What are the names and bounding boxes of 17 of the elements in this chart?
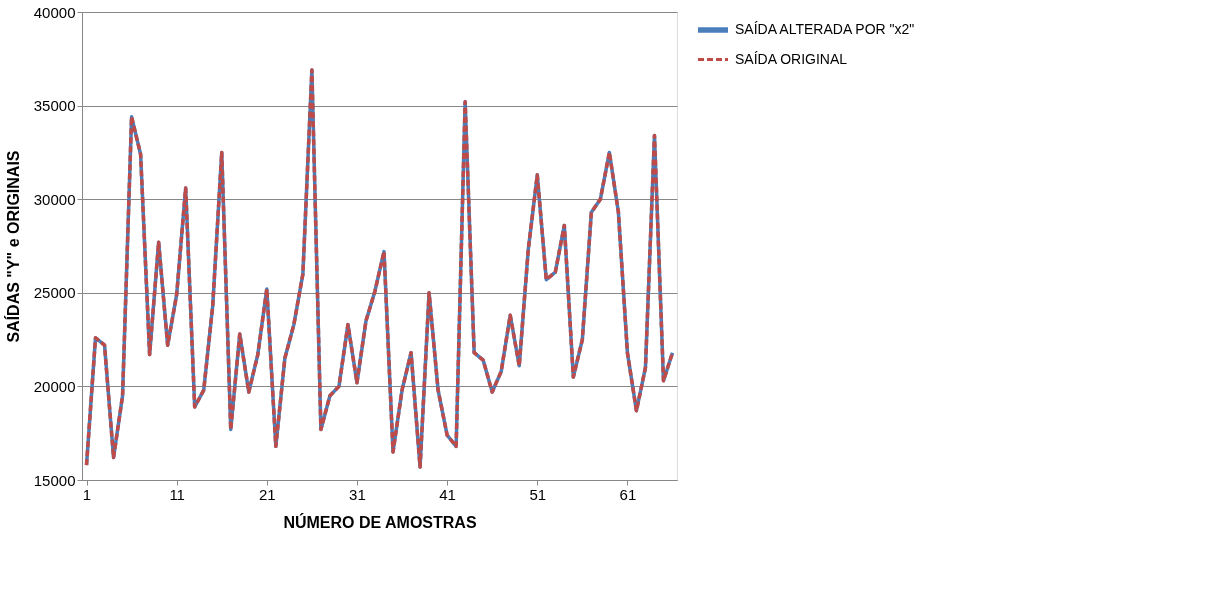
legend-label: SAÍDA ALTERADA POR "x2" [735,21,915,37]
x-tick-label: 21 [258,485,276,503]
x-axis-title: NÚMERO DE AMOSTRAS [283,512,477,531]
y-tick-label: 15000 [33,471,76,489]
y-tick-label: 30000 [33,190,76,208]
x-tick-label: 11 [169,485,185,503]
legend-label: SAÍDA ORIGINAL [735,50,848,67]
y-tick-label: 20000 [33,377,76,395]
x-tick-label: 61 [619,485,637,503]
y-tick-label: 40000 [33,3,76,21]
y-tick-label: 25000 [33,284,76,302]
x-tick-label: 1 [82,485,92,503]
y-tick-label: 35000 [33,97,76,115]
x-tick-label: 51 [529,485,547,503]
x-tick-label: 31 [349,485,366,503]
x-tick-label: 41 [439,485,456,503]
y-axis-title: SAÍDAS "Y" e ORIGINAIS [3,150,22,343]
